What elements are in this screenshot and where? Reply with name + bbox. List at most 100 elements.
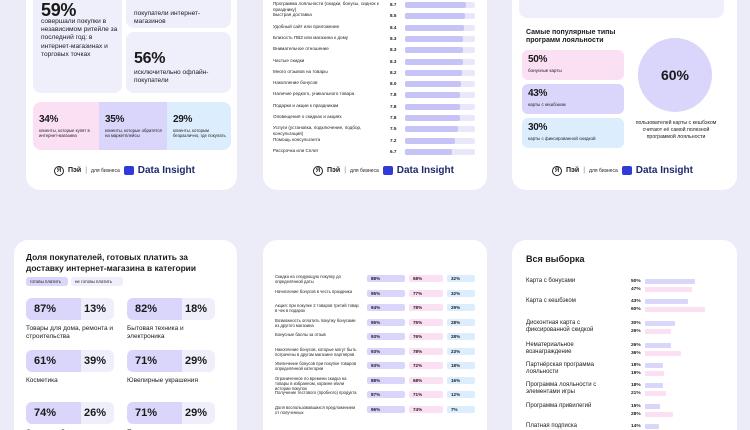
loyalty-item-1: 50% бонусные карты [522, 50, 624, 80]
factor-bar-fill [405, 92, 460, 99]
sample-value-2: 47% [631, 287, 641, 292]
factor-bar-fill [405, 103, 460, 110]
top-block [519, 0, 724, 18]
sample-value-1: 26% [631, 343, 641, 348]
business-text: для бизнеса [91, 167, 120, 174]
offer-cell-a: 88% [367, 275, 405, 282]
offer-cell-c: 28% [447, 318, 475, 326]
sample-bar-2 [645, 351, 681, 356]
offer-cell-c: 32% [447, 289, 475, 297]
card-delivery-pay: Доля покупателей, готовых платить за дос… [14, 240, 237, 430]
factor-bar [405, 35, 475, 42]
loyalty-item-3-value: 30% [528, 122, 548, 133]
factor-bar-fill [405, 58, 464, 65]
offer-label: Увеличение бонусов при покупке товаров о… [275, 361, 357, 372]
footer-brand: Я Пэй | для бизнеса Data Insight [552, 165, 693, 176]
stat-block-1: 59% совершали покупки в независимом рите… [33, 0, 122, 93]
offer-cell-b: 76% [409, 333, 443, 340]
offer-label: Бонусные баллы за отзыв [275, 332, 326, 337]
factor-bar [405, 2, 475, 8]
factor-bar-fill [405, 69, 463, 76]
factor-value: 7.8 [390, 115, 397, 120]
offer-cell-c: 12% [447, 391, 475, 398]
factor-value: 7.8 [390, 92, 397, 98]
delivery-nopay-tile: 29% [182, 402, 215, 424]
loyalty-item-3: 30% карты с фиксированной скидкой [522, 118, 624, 148]
factor-value: 6.7 [390, 148, 397, 154]
data-insight-logo-icon [621, 166, 632, 175]
tile-3-text: клиенты, которым безразлично, где покупа… [173, 128, 226, 139]
tile-1-text: клиенты, которые купят в интернет-магази… [39, 128, 90, 139]
offer-cell-b: 75% [409, 318, 443, 326]
factor-bar-fill [405, 35, 464, 42]
pay-text: Пэй [68, 167, 82, 174]
delivery-category: Ювелирные украшения [127, 377, 198, 384]
factor-label: Накопление бонусов [273, 80, 318, 86]
tile-1-value: 34% [39, 114, 59, 125]
stat-block-2: покупатели интернет-магазинов [126, 0, 231, 28]
pay-text: Пэй [327, 167, 341, 174]
offer-cell-c: 29% [447, 304, 475, 311]
delivery-title: Доля покупателей, готовых платить за дос… [26, 252, 196, 273]
offer-cell-b: 77% [409, 289, 443, 297]
factor-value: 8.3 [390, 58, 397, 64]
sample-value-1: 30% [631, 321, 641, 326]
factor-label: Рассрочка или Сплит [273, 147, 319, 153]
factor-bar-fill [405, 115, 460, 121]
sample-bar-2 [645, 412, 673, 417]
offer-cell-c: 28% [447, 333, 475, 340]
sample-value-2: 21% [631, 391, 641, 396]
offer-cell-a: 95% [367, 318, 405, 326]
delivery-nopay-tile: 39% [81, 350, 114, 372]
sample-bar-2 [645, 287, 692, 292]
tile-2-value: 35% [105, 114, 125, 125]
delivery-pay-tile: 74% [26, 402, 81, 424]
factor-bar [405, 81, 475, 88]
delivery-nopay-tile: 13% [81, 298, 114, 320]
sample-bar-2 [645, 371, 664, 376]
delivery-pay-tile: 71% [127, 350, 182, 372]
factor-value: 8.3 [390, 47, 397, 53]
factor-value: 8.5 [390, 13, 397, 19]
sample-bar-2 [645, 307, 705, 312]
offer-cell-b: 68% [409, 275, 443, 282]
stat3-text: исключительно офлайн-покупатели [134, 69, 209, 85]
card-online-share: 59% совершали покупки в независимом рите… [26, 0, 237, 190]
loyalty-title: Самые популярные типы программ лояльност… [526, 29, 616, 45]
sample-bar-1 [645, 299, 688, 304]
factor-value: 7.8 [390, 103, 397, 109]
factor-bar [405, 103, 475, 110]
factor-value: 8.3 [390, 35, 397, 41]
sample-label: Карта с кешбэком [526, 298, 576, 304]
loyalty-item-2-text: карты с кешбэком [528, 102, 566, 107]
factor-bar-fill [405, 24, 464, 31]
data-insight-text: Data Insight [396, 165, 454, 176]
sample-value-1: 50% [631, 279, 641, 284]
sample-value-1: 18% [631, 363, 641, 368]
factor-value: 8.4 [390, 24, 397, 30]
factor-value: 7.5 [390, 126, 397, 132]
factor-bar-fill [405, 81, 461, 88]
factor-label: Программа лояльности (скидки, бонусы, си… [273, 1, 379, 12]
loyalty-item-2-value: 43% [528, 88, 548, 99]
factor-label: Частые скидки [273, 57, 305, 63]
card-all-sample: Вся выборка Карта с бонусами 50% 47% Карта … [512, 240, 737, 430]
tile-2-text: клиенты, которые обратятся на маркетплей… [105, 128, 162, 139]
sample-bar-2 [645, 391, 666, 396]
offer-cell-c: 16% [447, 376, 475, 384]
delivery-category: Косметика [26, 377, 58, 384]
circle-stat: 60% [638, 38, 712, 112]
sample-label: Карта с бонусами [526, 278, 576, 284]
sample-value-2: 60% [631, 307, 641, 312]
ya-pay-logo-icon: Я [552, 165, 562, 176]
stat1-value: 59% [41, 0, 77, 20]
offer-cell-c: 18% [447, 362, 475, 369]
offer-cell-b: 72% [409, 362, 443, 369]
sample-bar-1 [645, 321, 675, 326]
sample-bar-1 [645, 424, 659, 429]
legend-pay: готовы платить [26, 277, 68, 286]
offer-cell-a: 94% [367, 304, 405, 311]
factor-value: 8.2 [390, 69, 397, 75]
offer-cell-a: 88% [367, 376, 405, 384]
offer-cell-c: 32% [447, 275, 475, 282]
